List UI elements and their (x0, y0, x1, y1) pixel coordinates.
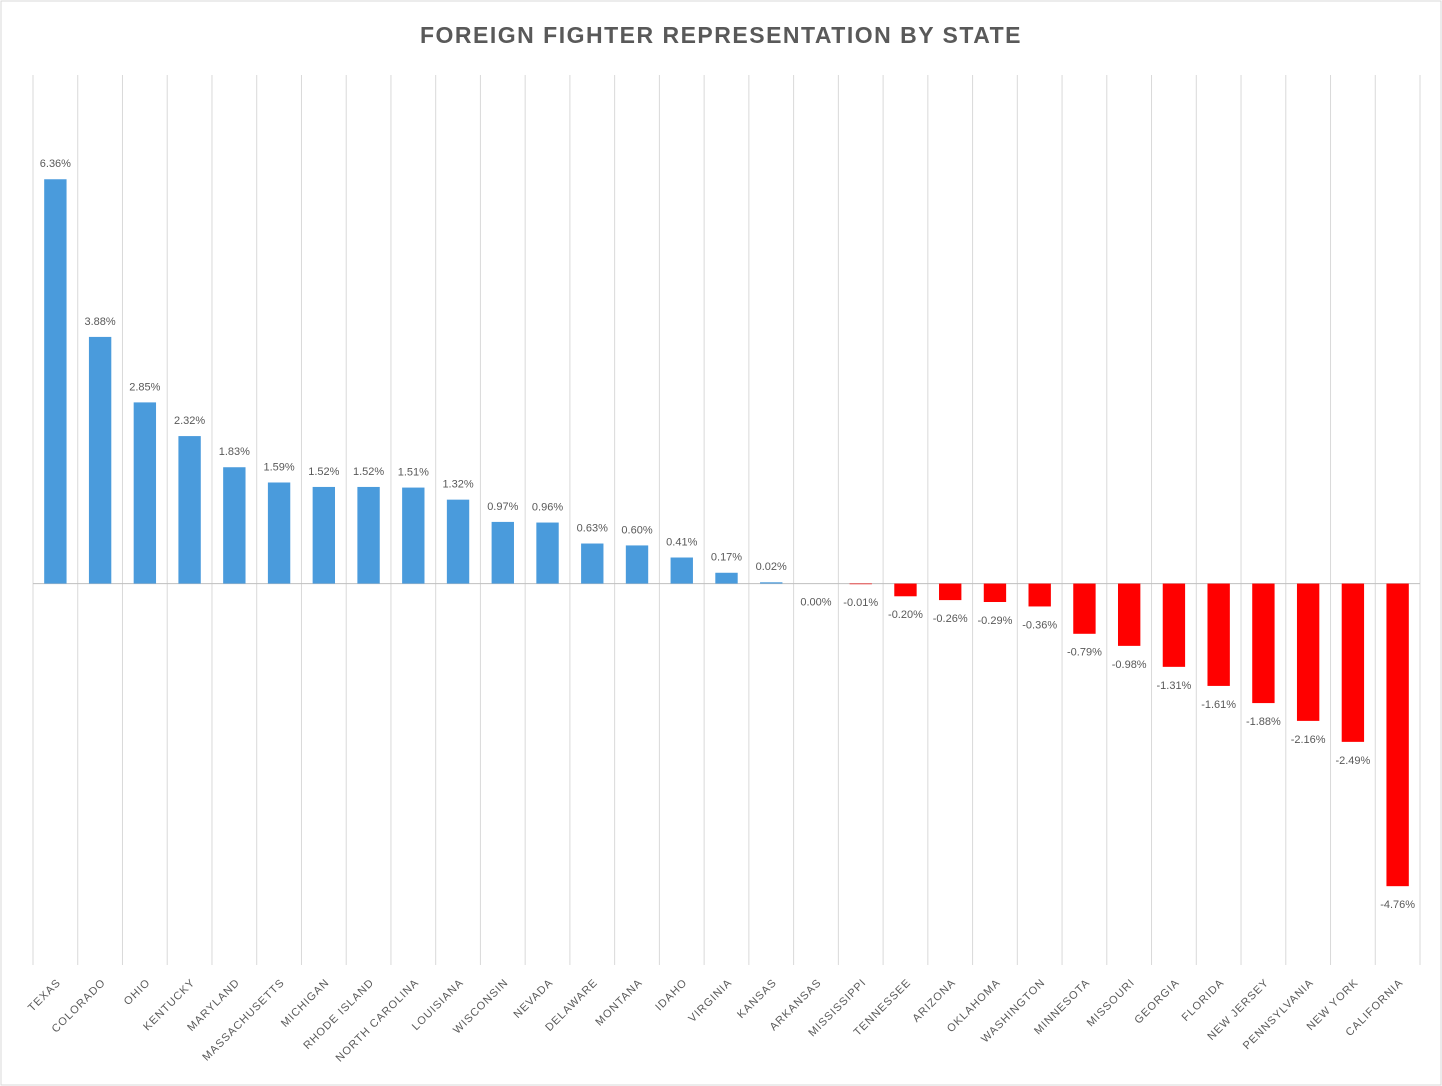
bar (133, 402, 157, 584)
value-label: -0.36% (1022, 619, 1057, 631)
value-label: 6.36% (40, 158, 71, 170)
bar (536, 522, 559, 584)
value-label: -0.26% (933, 613, 968, 625)
value-label: 0.97% (487, 501, 518, 513)
value-label: 0.63% (577, 522, 608, 534)
value-label: 0.60% (621, 524, 652, 536)
value-label: 1.32% (442, 479, 473, 491)
value-label: 1.52% (353, 466, 384, 478)
value-label: 0.17% (711, 552, 742, 564)
bar (44, 179, 67, 584)
chart-title: FOREIGN FIGHTER REPRESENTATION BY STATE (420, 22, 1022, 48)
bar (1162, 583, 1186, 667)
value-label: -0.79% (1067, 647, 1102, 659)
bar (446, 499, 470, 584)
bar (223, 467, 246, 584)
bar (1386, 583, 1409, 887)
value-label: -0.20% (888, 609, 923, 621)
value-label: 1.83% (219, 446, 250, 458)
value-label: 1.52% (308, 466, 339, 478)
bar (1296, 583, 1320, 721)
value-label: -2.16% (1291, 734, 1326, 746)
value-label: -4.76% (1380, 899, 1415, 911)
bar (357, 486, 380, 584)
value-label: -0.01% (843, 597, 878, 609)
value-label: 1.51% (398, 466, 429, 478)
value-label: 2.32% (174, 415, 205, 427)
value-label: -0.29% (978, 615, 1013, 627)
value-label: 3.88% (85, 316, 116, 328)
bar (715, 572, 738, 584)
bar (1207, 583, 1230, 686)
value-label: -1.31% (1156, 680, 1191, 692)
bar (267, 482, 291, 584)
bar (1117, 583, 1141, 646)
value-label: -2.49% (1335, 755, 1370, 767)
bar (939, 583, 962, 601)
value-label: -1.88% (1246, 716, 1281, 728)
bar (491, 521, 514, 584)
bar (1252, 583, 1275, 704)
value-label: -1.61% (1201, 699, 1236, 711)
bar (581, 543, 604, 584)
bar (1028, 583, 1051, 607)
bar (894, 583, 917, 597)
bar (760, 582, 783, 584)
bar (402, 487, 425, 584)
value-label: -0.98% (1112, 659, 1147, 671)
value-label: 0.96% (532, 501, 563, 513)
bar (88, 336, 112, 584)
bar (625, 545, 649, 584)
bar (178, 436, 201, 584)
bar (1341, 583, 1365, 742)
value-label: 0.00% (800, 596, 831, 608)
bar (849, 583, 872, 585)
value-label: 0.02% (756, 561, 787, 573)
value-label: 2.85% (129, 381, 160, 393)
bar (1073, 583, 1096, 634)
bar (983, 583, 1007, 603)
bar (312, 486, 336, 584)
bar (670, 557, 693, 584)
value-label: 1.59% (263, 461, 294, 473)
value-label: 0.41% (666, 536, 697, 548)
